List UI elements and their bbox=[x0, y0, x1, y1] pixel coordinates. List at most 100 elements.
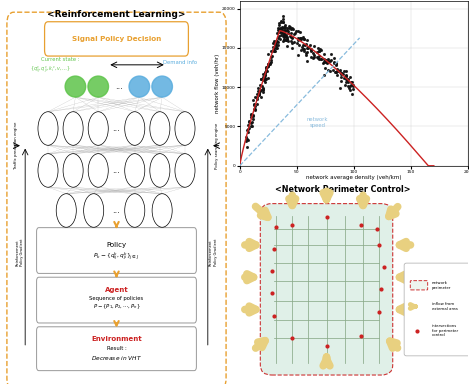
Point bbox=[286, 25, 294, 31]
Point bbox=[257, 94, 265, 100]
Text: Agent: Agent bbox=[105, 287, 129, 293]
Point bbox=[253, 101, 261, 107]
Point bbox=[255, 92, 262, 98]
Point bbox=[251, 103, 259, 109]
Text: $P_k - \{q_{ij}^k, q_{ji}^k\}_{j \in J}$: $P_k - \{q_{ij}^k, q_{ji}^k\}_{j \in J}$ bbox=[93, 252, 140, 263]
Text: Demand info: Demand info bbox=[163, 60, 197, 65]
Point bbox=[332, 61, 340, 67]
Point bbox=[291, 30, 299, 36]
Point bbox=[261, 77, 268, 83]
Point bbox=[329, 67, 336, 73]
Point bbox=[260, 71, 267, 77]
Point bbox=[274, 35, 282, 41]
Point bbox=[295, 41, 303, 48]
Point bbox=[337, 74, 345, 80]
Point bbox=[251, 94, 259, 100]
Point bbox=[320, 72, 327, 78]
Point bbox=[281, 28, 289, 34]
Circle shape bbox=[83, 194, 104, 227]
Point bbox=[316, 48, 323, 54]
Point bbox=[280, 28, 288, 34]
Point bbox=[292, 28, 299, 34]
Text: inflow from
external area: inflow from external area bbox=[431, 302, 457, 311]
Point bbox=[278, 28, 285, 34]
Text: ...: ... bbox=[113, 166, 121, 175]
Point bbox=[255, 90, 262, 96]
Point bbox=[244, 137, 252, 143]
Point bbox=[273, 45, 280, 51]
Text: ...: ... bbox=[113, 206, 121, 215]
Circle shape bbox=[150, 112, 170, 145]
Point bbox=[247, 120, 255, 126]
Point bbox=[323, 57, 330, 63]
Text: $\{q_{ij}^c, q_{ji}^c, k_i^c, v, \ldots\}$: $\{q_{ij}^c, q_{ji}^c, k_i^c, v, \ldots\… bbox=[30, 64, 71, 75]
Point bbox=[348, 91, 356, 97]
Point bbox=[306, 42, 314, 48]
Point bbox=[275, 27, 282, 33]
Point bbox=[250, 113, 257, 119]
Point bbox=[280, 19, 287, 25]
Point bbox=[286, 33, 294, 40]
Point bbox=[287, 26, 295, 32]
Point bbox=[285, 25, 293, 31]
Point bbox=[254, 85, 262, 91]
Point bbox=[258, 83, 265, 89]
Point bbox=[272, 38, 280, 44]
Point bbox=[323, 60, 330, 66]
Point bbox=[310, 54, 318, 60]
Point bbox=[282, 24, 289, 30]
Point bbox=[342, 73, 350, 79]
Point bbox=[263, 68, 270, 74]
Point bbox=[277, 35, 284, 41]
Point bbox=[244, 129, 251, 135]
Point bbox=[245, 122, 252, 128]
Point bbox=[260, 75, 268, 81]
Point bbox=[343, 76, 351, 83]
Point bbox=[256, 90, 263, 96]
FancyBboxPatch shape bbox=[45, 22, 189, 56]
Point bbox=[272, 43, 280, 49]
Circle shape bbox=[175, 154, 195, 187]
Point bbox=[347, 81, 355, 88]
Y-axis label: network flow (veh/hr): network flow (veh/hr) bbox=[215, 54, 220, 113]
Point bbox=[346, 86, 353, 93]
Point bbox=[301, 42, 309, 48]
Point bbox=[256, 88, 264, 94]
Point bbox=[307, 54, 315, 60]
Point bbox=[333, 71, 340, 78]
Point bbox=[284, 38, 291, 44]
Point bbox=[333, 66, 341, 72]
Point bbox=[324, 58, 332, 64]
Point bbox=[349, 82, 357, 88]
Point bbox=[278, 24, 286, 30]
Point bbox=[297, 35, 305, 41]
Point bbox=[297, 47, 304, 53]
FancyBboxPatch shape bbox=[37, 277, 197, 323]
Text: Policy searching engine: Policy searching engine bbox=[215, 122, 219, 169]
Circle shape bbox=[175, 112, 195, 145]
Point bbox=[296, 30, 304, 36]
Point bbox=[265, 51, 272, 57]
Point bbox=[299, 46, 307, 52]
Point bbox=[283, 36, 290, 42]
Point bbox=[338, 70, 346, 76]
Point bbox=[345, 84, 353, 91]
Point bbox=[290, 38, 298, 45]
Point bbox=[294, 35, 302, 41]
Point bbox=[293, 40, 301, 46]
Point bbox=[259, 87, 267, 93]
Point bbox=[265, 61, 272, 68]
Point bbox=[348, 79, 356, 85]
Text: network
perimeter: network perimeter bbox=[431, 281, 451, 290]
Point bbox=[342, 76, 350, 82]
Circle shape bbox=[63, 154, 83, 187]
Point bbox=[272, 40, 279, 46]
Point bbox=[274, 25, 282, 31]
Point bbox=[288, 34, 295, 40]
X-axis label: network average density (veh/km): network average density (veh/km) bbox=[306, 175, 401, 180]
Point bbox=[261, 79, 268, 85]
Circle shape bbox=[150, 154, 170, 187]
Point bbox=[261, 75, 268, 81]
Point bbox=[320, 59, 328, 65]
Point bbox=[303, 45, 310, 51]
